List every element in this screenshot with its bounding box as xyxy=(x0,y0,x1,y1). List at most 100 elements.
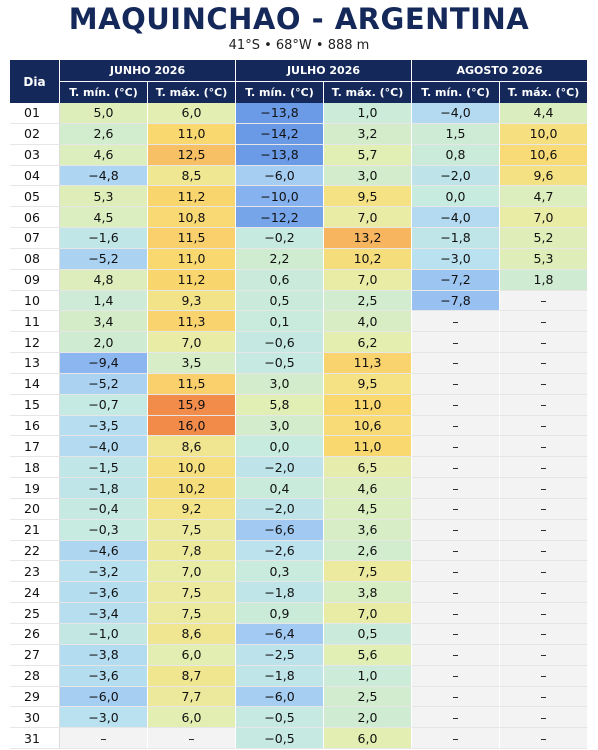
subtitle: 41°S • 68°W • 888 m xyxy=(228,37,370,53)
day-cell: 16 xyxy=(10,415,60,437)
temp-cell: 3,4 xyxy=(60,311,148,333)
temp-cell: 4,0 xyxy=(324,311,412,333)
temp-cell: 7,8 xyxy=(148,540,236,562)
temp-cell: – xyxy=(412,624,500,645)
temp-cell: −1,8 xyxy=(236,665,324,687)
temp-cell: 10,0 xyxy=(148,457,236,479)
temp-cell: 7,0 xyxy=(324,603,412,624)
temp-cell: – xyxy=(500,498,588,520)
temp-cell: 2,6 xyxy=(60,123,148,145)
day-cell: 29 xyxy=(10,686,60,708)
day-cell: 08 xyxy=(10,248,60,270)
temp-cell: 0,5 xyxy=(236,290,324,312)
temp-cell: −2,0 xyxy=(236,457,324,479)
temp-cell: 9,6 xyxy=(500,165,588,187)
temp-cell: 2,2 xyxy=(236,248,324,270)
temp-cell: −2,0 xyxy=(236,498,324,520)
temp-cell: 9,2 xyxy=(148,498,236,520)
temp-cell: 5,2 xyxy=(500,228,588,249)
column-header: T. mín. (°C) xyxy=(60,82,148,103)
temp-cell: 10,2 xyxy=(148,478,236,499)
temp-cell: −6,4 xyxy=(236,624,324,645)
day-cell: 04 xyxy=(10,165,60,187)
temp-cell: 8,5 xyxy=(148,165,236,187)
day-cell: 13 xyxy=(10,353,60,374)
temp-cell: −7,2 xyxy=(412,269,500,291)
temp-cell: 4,7 xyxy=(500,186,588,208)
temp-cell: −13,8 xyxy=(236,103,324,124)
temp-cell: −4,8 xyxy=(60,165,148,187)
temp-cell: −9,4 xyxy=(60,353,148,374)
temp-cell: 4,5 xyxy=(324,498,412,520)
temp-cell: 11,3 xyxy=(148,311,236,333)
temp-cell: 0,6 xyxy=(236,269,324,291)
temp-cell: 7,5 xyxy=(148,519,236,541)
temp-cell: 11,2 xyxy=(148,186,236,208)
temp-cell: – xyxy=(148,728,236,750)
temp-cell: 7,0 xyxy=(148,332,236,354)
temp-cell: – xyxy=(412,707,500,729)
temp-cell: – xyxy=(412,519,500,541)
day-cell: 31 xyxy=(10,728,60,750)
temp-cell: 8,7 xyxy=(148,665,236,687)
temp-cell: 7,0 xyxy=(324,207,412,229)
temp-cell: 7,0 xyxy=(324,269,412,291)
temp-cell: – xyxy=(412,332,500,354)
day-cell: 26 xyxy=(10,624,60,645)
temp-cell: 6,0 xyxy=(148,103,236,124)
temp-cell: −2,5 xyxy=(236,644,324,666)
temp-cell: −7,8 xyxy=(412,290,500,312)
column-header: T. mín. (°C) xyxy=(236,82,324,103)
temp-cell: 1,4 xyxy=(60,290,148,312)
temp-cell: 10,6 xyxy=(500,144,588,166)
day-cell: 10 xyxy=(10,290,60,312)
temp-cell: 7,5 xyxy=(148,603,236,624)
day-cell: 15 xyxy=(10,394,60,416)
temp-cell: – xyxy=(412,478,500,499)
temp-cell: – xyxy=(412,540,500,562)
temp-cell: 3,6 xyxy=(324,519,412,541)
temp-cell: – xyxy=(412,415,500,437)
temp-cell: – xyxy=(500,311,588,333)
temp-cell: – xyxy=(500,353,588,374)
temp-cell: −3,4 xyxy=(60,603,148,624)
day-cell: 06 xyxy=(10,207,60,229)
temp-cell: −3,0 xyxy=(60,707,148,729)
temp-cell: −0,5 xyxy=(236,707,324,729)
temp-cell: −6,0 xyxy=(60,686,148,708)
temp-cell: 12,5 xyxy=(148,144,236,166)
temp-cell: 13,2 xyxy=(324,228,412,249)
temp-cell: 9,3 xyxy=(148,290,236,312)
temp-cell: – xyxy=(412,394,500,416)
temp-cell: 5,3 xyxy=(60,186,148,208)
title: MAQUINCHAO - ARGENTINA xyxy=(68,2,530,36)
temp-cell: 5,3 xyxy=(500,248,588,270)
temp-cell: 5,0 xyxy=(60,103,148,124)
temp-cell: −5,2 xyxy=(60,373,148,395)
temp-cell: 1,5 xyxy=(412,123,500,145)
temp-cell: 2,0 xyxy=(324,707,412,729)
temp-cell: 5,8 xyxy=(236,394,324,416)
temp-cell: 1,0 xyxy=(324,665,412,687)
temp-cell: −6,6 xyxy=(236,519,324,541)
temp-cell: −4,0 xyxy=(412,207,500,229)
temp-cell: 2,5 xyxy=(324,686,412,708)
temp-cell: −0,6 xyxy=(236,332,324,354)
temp-cell: 11,0 xyxy=(148,248,236,270)
temp-cell: −0,5 xyxy=(236,353,324,374)
day-cell: 24 xyxy=(10,582,60,604)
temp-cell: – xyxy=(412,603,500,624)
temp-cell: 10,0 xyxy=(500,123,588,145)
temp-cell: – xyxy=(412,436,500,458)
temp-cell: 10,2 xyxy=(324,248,412,270)
column-header: T. máx. (°C) xyxy=(324,82,412,103)
temp-cell: – xyxy=(412,686,500,708)
temp-cell: 11,5 xyxy=(148,373,236,395)
temp-cell: 9,5 xyxy=(324,186,412,208)
temp-cell: 11,0 xyxy=(148,123,236,145)
temp-cell: – xyxy=(500,290,588,312)
temp-cell: −3,6 xyxy=(60,582,148,604)
temp-cell: −0,2 xyxy=(236,228,324,249)
temp-cell: – xyxy=(500,415,588,437)
temp-cell: 3,0 xyxy=(236,373,324,395)
